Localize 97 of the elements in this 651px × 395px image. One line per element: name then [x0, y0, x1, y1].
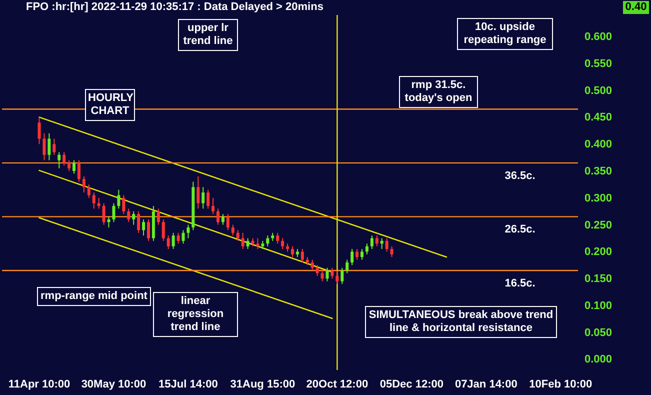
y-tick-label: 0.000 [584, 354, 612, 366]
candlestick [356, 248, 359, 260]
candlestick [390, 246, 394, 258]
candlestick [375, 235, 378, 247]
y-tick-label: 0.100 [584, 300, 612, 312]
y-tick-label: 0.550 [584, 58, 612, 70]
candlestick [127, 208, 130, 223]
candlestick [320, 270, 324, 282]
text: 0.40 [623, 1, 649, 14]
y-tick-label: 0.150 [584, 273, 612, 286]
candlestick [146, 218, 150, 242]
candlestick [256, 238, 260, 250]
candlestick [102, 202, 106, 226]
candlestick [166, 235, 170, 250]
candlestick [281, 238, 284, 250]
candlestick [38, 116, 41, 145]
annotation: SIMULTANEOUS break above trend line & horizontal resistance [365, 306, 557, 338]
x-tick-label: 11Apr 10:00 [8, 378, 70, 390]
candlestick [231, 224, 234, 236]
candlestick [142, 218, 146, 236]
y-tick-label: 0.400 [584, 138, 612, 151]
x-tick-label: 15Jul 14:00 [158, 378, 218, 390]
y-tick-label: 0.350 [584, 165, 612, 178]
candlestick [122, 194, 126, 215]
candlestick [330, 267, 334, 280]
candlestick [336, 270, 339, 284]
candlestick [206, 189, 210, 210]
candlestick [186, 224, 190, 239]
candlestick [72, 160, 76, 174]
candlestick [162, 218, 165, 242]
candlestick [365, 243, 368, 255]
annotation: linear regression trend line [153, 292, 238, 337]
annotation: upper lr trend line [178, 19, 238, 51]
x-tick-label: 31Aug 15:00 [230, 378, 296, 390]
annotation: rmp-range mid point [37, 287, 151, 306]
candlestick [82, 176, 86, 193]
candlestick [87, 184, 90, 198]
candlestick [212, 197, 215, 215]
y-tick-label: 0.450 [584, 112, 612, 124]
y-tick-label: 0.050 [584, 326, 612, 339]
x-tick-label: 10Feb 10:00 [529, 378, 592, 390]
candlestick [182, 230, 185, 244]
candlestick [92, 192, 96, 210]
candlestick [176, 232, 180, 244]
candlestick [266, 235, 270, 247]
candlestick [62, 152, 66, 166]
candlestick [97, 197, 100, 210]
ref-line-label: 36.5c. [504, 170, 536, 182]
candlestick [370, 235, 374, 250]
candlestick [360, 248, 364, 260]
candlestick [316, 264, 319, 276]
candlestick [300, 248, 304, 263]
y-tick-label: 0.250 [584, 219, 612, 232]
candlestick [385, 238, 388, 252]
ref-line-label: 16.5c. [504, 277, 536, 290]
candlestick [216, 208, 220, 226]
candlestick [202, 186, 205, 210]
candlestick [132, 210, 136, 226]
candlestick [346, 259, 349, 274]
candlestick [236, 230, 240, 242]
candlestick [117, 189, 120, 210]
candlestick [68, 160, 71, 172]
y-tick-label: 0.300 [584, 192, 612, 204]
candlestick [226, 214, 230, 231]
candlestick [137, 210, 140, 234]
candlestick [276, 232, 280, 244]
chart-title: FPO :hr:[hr] 2022-11-29 10:35:17 : Data Delayed > 20mins [26, 1, 324, 13]
candlestick [42, 132, 46, 161]
annotation: rmp 31.5c. today's open [399, 76, 478, 108]
candlestick [221, 214, 224, 226]
candlestick [380, 238, 384, 250]
x-tick-label: 05Dec 12:00 [380, 378, 444, 390]
candlestick [77, 160, 80, 182]
annotation: HOURLY CHART [85, 89, 135, 121]
candlestick [290, 246, 294, 258]
x-tick-label: 07Jan 14:00 [454, 378, 518, 390]
candlestick [350, 248, 354, 266]
x-tick-label: 30May 10:00 [81, 378, 146, 390]
y-tick-label: 0.200 [584, 246, 612, 258]
y-tick-label: 0.500 [584, 84, 612, 97]
candlestick [196, 176, 200, 210]
candlestick [112, 202, 116, 223]
candlestick [58, 152, 61, 169]
candlestick [241, 232, 244, 250]
ref-line-label: 26.5c. [504, 224, 536, 236]
candlestick [326, 267, 329, 282]
candlestick [156, 208, 160, 226]
candlestick [310, 259, 314, 271]
candlestick [172, 232, 175, 250]
y-tick-label: 0.600 [584, 31, 612, 44]
candlestick [107, 216, 110, 228]
x-tick-label: 20Oct 12:00 [306, 378, 368, 390]
candlestick [246, 238, 250, 250]
candlestick [340, 267, 344, 284]
candlestick [52, 138, 56, 156]
candlestick [48, 132, 51, 161]
annotation: 10c. upside repeating range [457, 18, 553, 50]
